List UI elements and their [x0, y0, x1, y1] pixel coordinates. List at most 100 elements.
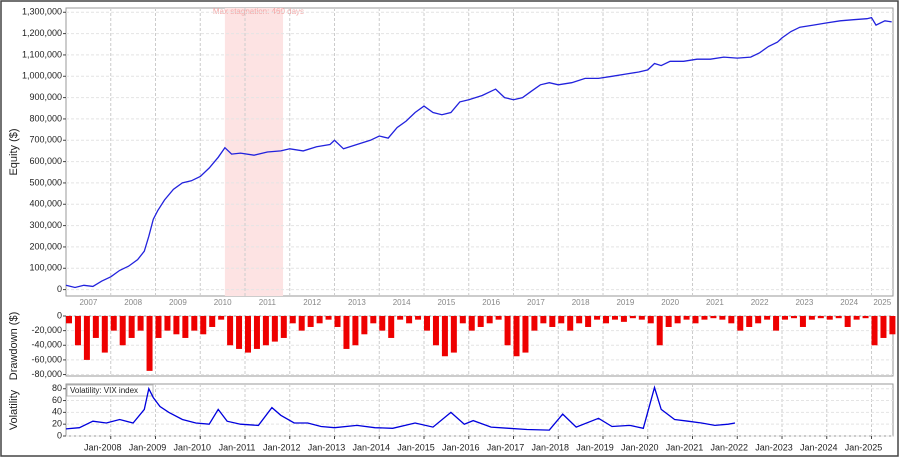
drawdown-bar [66, 316, 72, 324]
drawdown-bar [343, 316, 350, 349]
x-tick-label: Jan-2014 [352, 442, 390, 452]
drawdown-bar [656, 316, 663, 346]
x-tick-label: Jan-2008 [84, 442, 122, 452]
drawdown-bar [316, 316, 323, 324]
drawdown-bar [611, 316, 618, 320]
x-tick-label: Jan-2024 [800, 442, 838, 452]
x-tick-label: Jan-2018 [531, 442, 569, 452]
x-tick-label: Jan-2009 [129, 442, 167, 452]
drawdown-bar [540, 316, 547, 324]
year-label: 2025 [873, 298, 891, 307]
drawdown-bar [271, 316, 278, 342]
series-line [65, 16, 892, 289]
drawdown-bar [415, 316, 422, 320]
year-label: 2016 [482, 298, 500, 307]
drawdown-bar [200, 316, 207, 335]
year-label: 2018 [572, 298, 590, 307]
drawdown-bar [782, 316, 789, 320]
y-tick-label: -80,000 [31, 369, 62, 379]
y-tick-label: 0 [57, 284, 62, 294]
y-tick-label: 1,000,000 [22, 71, 62, 81]
drawdown-bar [576, 316, 583, 324]
drawdown-bar [424, 316, 431, 331]
drawdown-bar [594, 316, 601, 320]
drawdown-bar [307, 316, 314, 327]
annotation: Max stagnation: 460 days [213, 7, 304, 16]
y-tick-label: 1,200,000 [22, 28, 62, 38]
drawdown-bar [871, 316, 878, 346]
drawdown-bar [262, 316, 269, 346]
drawdown-bar [674, 316, 681, 324]
drawdown-bar [486, 316, 493, 324]
year-label: 2019 [616, 298, 634, 307]
drawdown-bar [826, 316, 833, 320]
x-tick-label: Jan-2017 [487, 442, 525, 452]
drawdown-bar [495, 316, 502, 320]
drawdown-bar [585, 316, 592, 327]
y-tick-label: 60 [52, 395, 62, 405]
drawdown-bar [110, 316, 117, 331]
year-label: 2023 [795, 298, 813, 307]
drawdown-bar [245, 316, 252, 353]
drawdown-bar [468, 316, 475, 331]
year-label: 2024 [840, 298, 858, 307]
year-label: 2021 [706, 298, 724, 307]
x-tick-label: Jan-2020 [621, 442, 659, 452]
drawdown-bar [432, 316, 439, 346]
y-tick-label: 600,000 [29, 156, 62, 166]
drawdown-bar [880, 316, 887, 338]
drawdown-bar [92, 316, 99, 338]
drawdown-bar [549, 316, 556, 327]
drawdown-bar [325, 316, 332, 320]
y-axis-label: Volatility [8, 389, 20, 430]
series-line [65, 385, 736, 431]
drawdown-bar [764, 316, 771, 320]
year-label: 2014 [393, 298, 411, 307]
x-tick-label: Jan-2021 [666, 442, 704, 452]
drawdown-bar [459, 316, 466, 324]
drawdown-bar [128, 316, 135, 338]
y-tick-label: 80 [52, 383, 62, 393]
year-label: 2015 [437, 298, 455, 307]
drawdown-bar [450, 316, 457, 353]
drawdown-bar [406, 316, 413, 324]
drawdown-bar [504, 316, 511, 346]
y-tick-label: -60,000 [31, 354, 62, 364]
x-tick-label: Jan-2010 [173, 442, 211, 452]
drawdown-bar [817, 316, 824, 319]
year-label: 2020 [661, 298, 679, 307]
drawdown-bar [101, 316, 108, 353]
y-tick-label: 0 [57, 430, 62, 440]
drawdown-bar [253, 316, 260, 349]
drawdown-bar [853, 316, 860, 320]
drawdown-bar [155, 316, 162, 338]
y-tick-label: 20 [52, 419, 62, 429]
drawdown-bar [889, 316, 896, 335]
y-axis-label: Equity ($) [8, 128, 20, 175]
drawdown-bar [209, 316, 216, 327]
year-label: 2022 [751, 298, 769, 307]
drawdown-bar [83, 316, 90, 360]
drawdown-bar [352, 316, 359, 346]
drawdown-bar [567, 316, 574, 331]
drawdown-bar [441, 316, 448, 357]
drawdown-bar [710, 316, 717, 319]
drawdown-bar [683, 316, 690, 320]
drawdown-bar [119, 316, 126, 346]
year-label: 2011 [259, 298, 277, 307]
y-tick-label: -20,000 [31, 325, 62, 335]
drawdown-bar [647, 316, 654, 324]
drawdown-bar [844, 316, 851, 327]
drawdown-bar [164, 316, 171, 331]
drawdown-bar [74, 316, 81, 346]
drawdown-bar [799, 316, 806, 327]
x-tick-label: Jan-2013 [308, 442, 346, 452]
x-tick-label: Jan-2015 [397, 442, 435, 452]
y-tick-label: 400,000 [29, 199, 62, 209]
y-tick-label: 500,000 [29, 177, 62, 187]
drawdown-bar [558, 316, 565, 324]
y-tick-label: 800,000 [29, 113, 62, 123]
drawdown-bar [298, 316, 305, 331]
drawdown-bar [522, 316, 529, 353]
year-label: 2017 [527, 298, 545, 307]
